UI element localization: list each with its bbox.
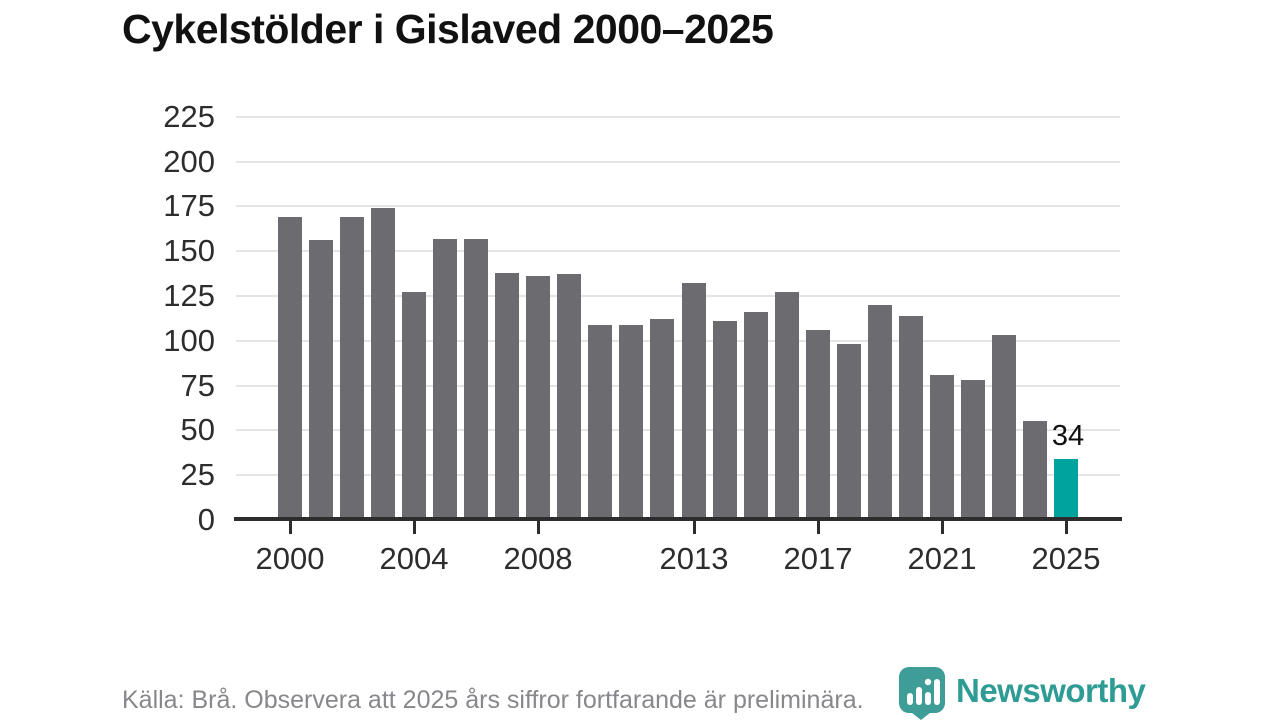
bar-2023: [992, 335, 1016, 520]
x-axis-label-2013: 2013: [659, 541, 729, 576]
bar-2001: [309, 240, 333, 520]
bar-2002: [340, 217, 364, 520]
gridline-100: [236, 340, 1120, 342]
value-label-2025: 34: [1051, 420, 1085, 452]
bar-2020: [899, 316, 923, 520]
y-axis-label-100: 100: [163, 323, 215, 358]
bar-2008: [526, 276, 550, 520]
y-axis-label-175: 175: [163, 188, 215, 223]
source-note: Källa: Brå. Observera att 2025 års siffr…: [122, 686, 864, 714]
bar-2024: [1023, 421, 1047, 520]
bar-2012: [650, 319, 674, 520]
bar-chart-bubble-icon: [897, 667, 947, 724]
bar-2009: [557, 274, 581, 520]
bar-2016: [775, 292, 799, 520]
y-axis-label-75: 75: [180, 368, 215, 403]
bar-2010: [588, 325, 612, 520]
x-tick-2000: [289, 521, 292, 534]
y-axis-label-0: 0: [197, 502, 215, 537]
y-axis-label-125: 125: [163, 278, 215, 313]
x-tick-2008: [537, 521, 540, 534]
bar-2018: [837, 344, 861, 520]
bar-2003: [371, 208, 395, 520]
chart-title: Cykelstölder i Gislaved 2000–2025: [122, 6, 774, 52]
gridline-175: [236, 205, 1120, 207]
newsworthy-wordmark: Newsworthy: [956, 672, 1146, 709]
gridline-150: [236, 250, 1120, 252]
gridline-50: [236, 429, 1120, 431]
bar-2006: [464, 239, 488, 520]
y-axis-label-25: 25: [180, 457, 215, 492]
bar-2025: [1054, 459, 1078, 520]
bar-2015: [744, 312, 768, 520]
gridline-125: [236, 295, 1120, 297]
x-axis-line: [234, 517, 1122, 521]
bar-2014: [713, 321, 737, 520]
gridline-25: [236, 474, 1120, 476]
gridline-225: [236, 116, 1120, 118]
x-axis-label-2017: 2017: [783, 541, 853, 576]
bar-2004: [402, 292, 426, 520]
x-axis-label-2025: 2025: [1031, 541, 1101, 576]
x-axis-label-2000: 2000: [255, 541, 325, 576]
x-tick-2021: [941, 521, 944, 534]
y-axis-label-200: 200: [163, 144, 215, 179]
y-axis-label-150: 150: [163, 233, 215, 268]
x-tick-2004: [413, 521, 416, 534]
y-axis-label-225: 225: [163, 99, 215, 134]
x-tick-2025: [1065, 521, 1068, 534]
bar-2017: [806, 330, 830, 520]
bar-2013: [682, 283, 706, 520]
y-axis-label-50: 50: [180, 412, 215, 447]
x-tick-2017: [817, 521, 820, 534]
x-axis-label-2008: 2008: [503, 541, 573, 576]
x-tick-2013: [693, 521, 696, 534]
bar-2007: [495, 273, 519, 520]
bar-2011: [619, 325, 643, 520]
bar-2005: [433, 239, 457, 520]
newsworthy-logo: [897, 666, 947, 725]
bar-2022: [961, 380, 985, 520]
x-axis-label-2004: 2004: [379, 541, 449, 576]
bar-2000: [278, 217, 302, 520]
bar-2021: [930, 375, 954, 520]
bar-2019: [868, 305, 892, 520]
gridline-75: [236, 385, 1120, 387]
gridline-200: [236, 161, 1120, 163]
x-axis-label-2021: 2021: [907, 541, 977, 576]
